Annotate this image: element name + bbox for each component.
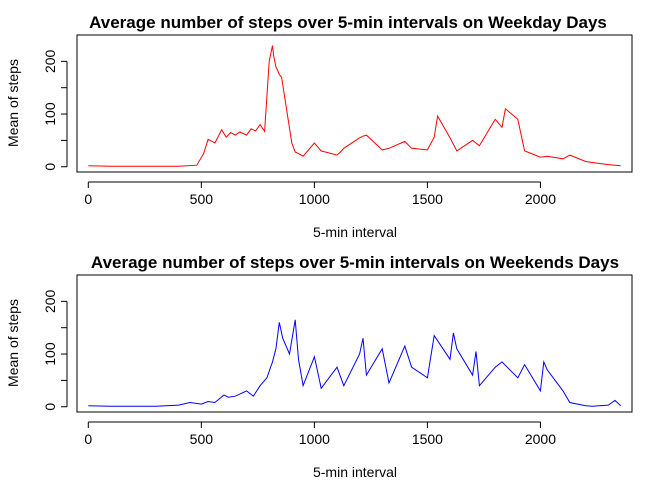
weekend-y-tick-label: 0	[42, 403, 58, 411]
weekend-x-tick-label: 1000	[299, 431, 330, 447]
weekday-x-tick-label: 1000	[299, 191, 330, 207]
weekend-axes: 0 500 1000 1500 2000 0 100 200	[42, 289, 556, 447]
weekday-plot-frame	[76, 34, 633, 173]
weekday-y-tick-label: 100	[42, 102, 58, 126]
weekday-panel: Average number of steps over 5-min inter…	[5, 13, 633, 240]
weekday-x-axis-label: 5-min interval	[313, 224, 397, 240]
weekday-x-tick-label: 1500	[412, 191, 443, 207]
weekday-series-line	[88, 45, 621, 167]
weekday-y-tick-label: 200	[42, 49, 58, 73]
weekend-x-tick-label: 2000	[525, 431, 556, 447]
weekend-panel: Average number of steps over 5-min inter…	[5, 253, 633, 480]
weekday-x-tick-label: 500	[190, 191, 214, 207]
weekday-x-tick-label: 0	[84, 191, 92, 207]
weekend-y-tick-label: 200	[42, 289, 58, 313]
weekend-y-tick-label: 100	[42, 342, 58, 366]
weekend-x-tick-label: 500	[190, 431, 214, 447]
weekend-x-tick-label: 0	[84, 431, 92, 447]
weekend-plot-frame	[76, 274, 633, 413]
weekend-series-line	[88, 319, 622, 407]
weekend-y-axis-label: Mean of steps	[5, 299, 21, 387]
weekend-x-tick-label: 1500	[412, 431, 443, 447]
weekday-x-tick-label: 2000	[525, 191, 556, 207]
weekday-axes: 0 500 1000 1500 2000 0 100 200	[42, 49, 556, 207]
weekday-y-axis-label: Mean of steps	[5, 59, 21, 147]
weekend-chart-title: Average number of steps over 5-min inter…	[91, 253, 619, 272]
weekday-chart-title: Average number of steps over 5-min inter…	[89, 13, 607, 32]
weekday-y-tick-label: 0	[42, 163, 58, 171]
weekend-x-axis-label: 5-min interval	[313, 464, 397, 480]
